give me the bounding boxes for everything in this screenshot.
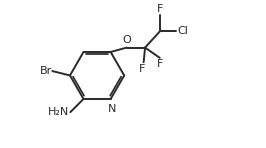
Text: F: F bbox=[157, 59, 164, 69]
Text: F: F bbox=[157, 4, 163, 14]
Text: O: O bbox=[122, 35, 131, 45]
Text: Br: Br bbox=[39, 66, 52, 76]
Text: Cl: Cl bbox=[177, 26, 188, 36]
Text: N: N bbox=[108, 104, 116, 114]
Text: F: F bbox=[139, 64, 145, 74]
Text: H₂N: H₂N bbox=[48, 107, 70, 117]
